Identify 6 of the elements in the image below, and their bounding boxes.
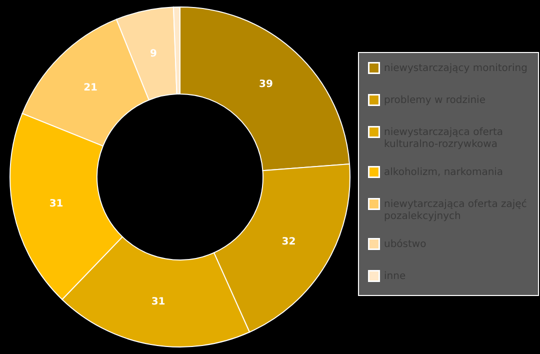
data-label: 39 <box>258 79 273 90</box>
data-label: 21 <box>84 82 98 94</box>
data-label: 9 <box>150 48 158 60</box>
data-label: 31 <box>151 296 166 308</box>
data-label: 32 <box>282 236 296 248</box>
data-label: 31 <box>49 198 64 210</box>
